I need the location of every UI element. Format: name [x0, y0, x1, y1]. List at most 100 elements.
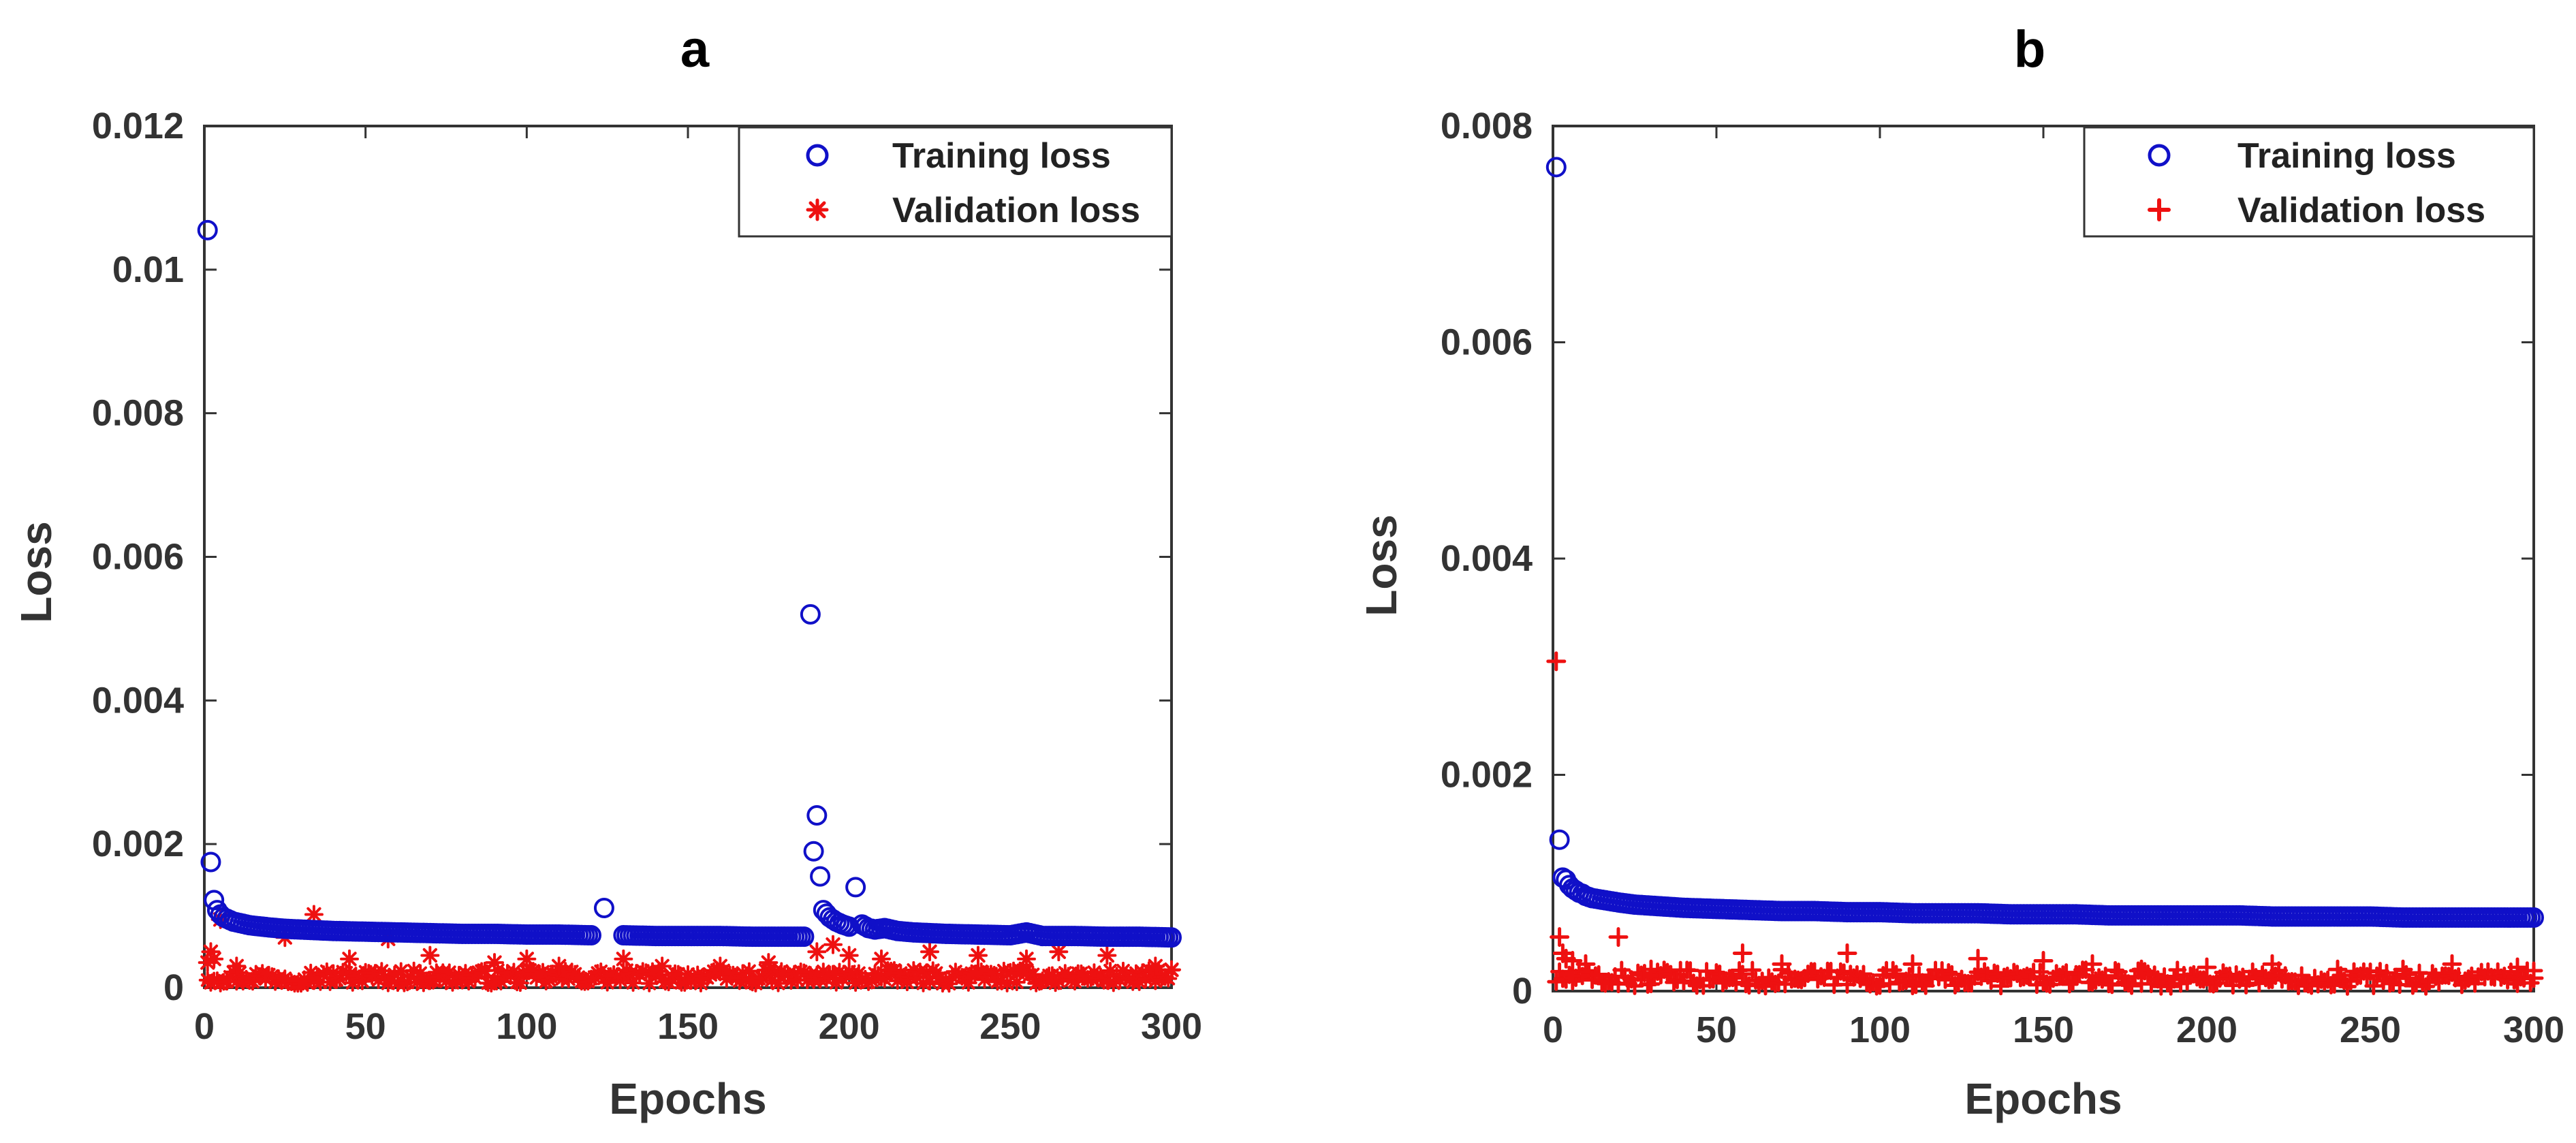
- y-tick-label: 0.008: [1441, 106, 1533, 146]
- legend-label-training: Training loss: [892, 136, 1111, 176]
- validation-point: [2327, 959, 2348, 980]
- validation-point: [2524, 968, 2544, 988]
- validation-point: [1589, 965, 1608, 984]
- validation-point: [2155, 967, 2174, 986]
- validation-point: [2030, 962, 2049, 982]
- legend-circle-marker: [806, 144, 829, 167]
- validation-point: [1992, 977, 2011, 996]
- y-tick-label: 0.004: [92, 680, 184, 721]
- legend-label-training: Training loss: [2237, 136, 2456, 176]
- validation-point: [888, 971, 907, 990]
- validation-point: [1902, 954, 1923, 974]
- legend: Training loss Validation loss: [2083, 126, 2535, 238]
- validation-point: [969, 945, 988, 965]
- validation-point: [227, 956, 247, 976]
- validation-point: [710, 956, 730, 976]
- x-tick-label: 100: [496, 1006, 557, 1047]
- x-tick-label: 250: [979, 1006, 1041, 1047]
- validation-point: [2364, 976, 2383, 995]
- validation-point: [1681, 961, 1700, 980]
- validation-point: [2393, 959, 2413, 980]
- training-point: [838, 916, 860, 937]
- training-point: [200, 851, 221, 873]
- validation-point: [1550, 927, 1570, 948]
- validation-point: [1743, 960, 1762, 980]
- x-tick-label: 100: [1849, 1009, 1911, 1050]
- x-tick-label: 300: [1141, 1006, 1202, 1047]
- y-tick-label: 0.01: [112, 249, 184, 290]
- y-axis-label: Loss: [12, 521, 61, 623]
- validation-series: [198, 905, 1181, 993]
- y-tick-label: 0.006: [1441, 322, 1533, 363]
- validation-point: [2262, 954, 2282, 974]
- x-tick-label: 150: [2013, 1009, 2074, 1050]
- validation-point: [823, 935, 843, 954]
- validation-point: [1049, 942, 1069, 962]
- training-point: [800, 604, 821, 625]
- legend-label-validation: Validation loss: [892, 191, 1140, 230]
- y-tick-label: 0: [163, 967, 184, 1008]
- validation-point: [759, 953, 779, 973]
- training-series: [1545, 157, 2544, 928]
- validation-point: [2122, 976, 2141, 995]
- y-axis-label: Loss: [1357, 514, 1406, 616]
- validation-point: [1854, 965, 1873, 984]
- training-point: [810, 866, 831, 887]
- x-tick-label: 150: [657, 1006, 719, 1047]
- x-axis: 0 50 100 150 200 250 300: [1543, 126, 2564, 1050]
- validation-point: [2033, 951, 2054, 971]
- x-tick-label: 200: [819, 1006, 880, 1047]
- y-axis: 0 0.002 0.004 0.006 0.008 0.01 0.012: [92, 106, 1172, 1008]
- x-tick-label: 0: [194, 1006, 215, 1047]
- validation-point: [1939, 963, 1958, 982]
- legend-label-validation: Validation loss: [2237, 191, 2485, 230]
- validation-point: [2197, 957, 2217, 977]
- validation-point: [1017, 949, 1036, 969]
- training-point: [794, 926, 815, 948]
- validation-point: [204, 949, 224, 969]
- validation-point: [2292, 966, 2311, 985]
- validation-point: [1546, 651, 1567, 672]
- validation-point: [920, 942, 939, 962]
- panel-title: b: [2014, 20, 2045, 78]
- validation-point: [517, 949, 537, 969]
- validation-point: [2096, 967, 2115, 986]
- validation-point: [839, 945, 859, 965]
- training-series: [197, 219, 1182, 948]
- validation-point: [1146, 956, 1165, 976]
- validation-point: [2442, 954, 2462, 974]
- validation-point: [1563, 971, 1582, 990]
- validation-point: [2060, 975, 2079, 994]
- validation-point: [2103, 975, 2122, 995]
- training-point: [806, 805, 828, 826]
- training-point: [197, 219, 218, 240]
- plot-frame: [1552, 125, 2535, 992]
- legend: Training loss Validation loss: [738, 126, 1173, 238]
- x-axis-label: Epochs: [609, 1074, 766, 1123]
- validation-point: [1575, 954, 1596, 974]
- validation-point: [872, 949, 891, 969]
- validation-point: [1641, 959, 1661, 980]
- legend-star-marker: [806, 198, 829, 221]
- validation-point: [1608, 927, 1629, 948]
- validation-point: [2466, 974, 2485, 993]
- validation-point: [2131, 959, 2152, 980]
- validation-point: [2161, 977, 2180, 996]
- training-point: [803, 841, 824, 862]
- y-tick-label: 0.002: [1441, 755, 1533, 796]
- validation-point: [1732, 943, 1753, 963]
- x-tick-label: 0: [1543, 1009, 1563, 1050]
- training-point: [1545, 157, 1567, 178]
- validation-point: [1562, 951, 1583, 971]
- y-tick-label: 0.008: [92, 393, 184, 434]
- validation-point: [549, 956, 569, 976]
- x-tick-label: 300: [2503, 1009, 2564, 1050]
- x-tick-label: 50: [1696, 1009, 1737, 1050]
- y-axis: 0 0.002 0.004 0.006 0.008: [1441, 106, 2534, 1012]
- validation-point: [2057, 963, 2076, 982]
- validation-point: [640, 974, 659, 992]
- validation-point: [1943, 965, 1962, 984]
- validation-point: [1733, 965, 1752, 984]
- plot-frame: [203, 125, 1173, 989]
